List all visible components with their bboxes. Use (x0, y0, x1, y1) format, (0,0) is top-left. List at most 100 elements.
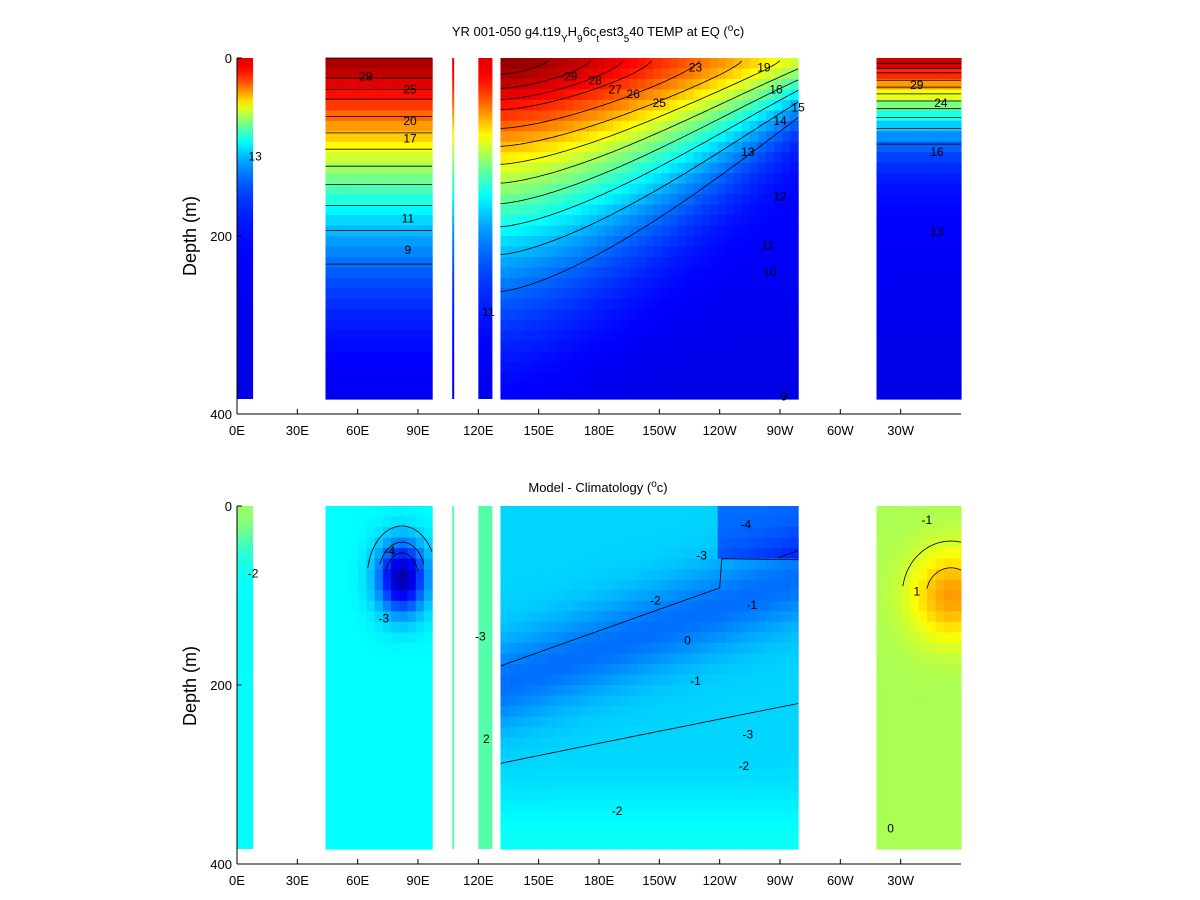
data-cell (580, 372, 590, 384)
data-cell (374, 842, 384, 850)
data-cell (935, 737, 945, 749)
data-cell (790, 225, 799, 237)
data-cell (374, 78, 384, 90)
data-cell (677, 68, 686, 80)
data-cell (605, 162, 614, 174)
data-cell (893, 256, 903, 268)
data-cell (407, 632, 417, 644)
data-cell (935, 632, 945, 644)
data-cell (333, 110, 343, 122)
data-cell (358, 558, 368, 570)
data-cell (757, 779, 767, 791)
data-cell (677, 821, 686, 833)
data-cell (540, 173, 550, 185)
data-cell (749, 246, 759, 258)
data-cell (661, 790, 670, 802)
data-cell (653, 653, 662, 665)
data-cell (325, 330, 335, 342)
data-cell (613, 716, 622, 728)
data-cell (910, 277, 920, 289)
data-cell (415, 277, 425, 289)
data-cell (774, 674, 783, 686)
data-cell (358, 727, 368, 739)
data-cell (717, 548, 727, 560)
data-cell (358, 236, 368, 248)
data-cell (685, 298, 695, 310)
data-cell (725, 141, 735, 153)
data-cell (366, 309, 376, 321)
data-cell (415, 162, 425, 174)
data-cell (782, 152, 791, 164)
data-cell (382, 236, 392, 248)
data-cell (524, 131, 534, 143)
data-cell (588, 194, 598, 206)
data-cell (548, 110, 558, 122)
data-cell (944, 141, 954, 153)
data-cell (709, 204, 719, 216)
data-cell (910, 653, 920, 665)
data-cell (701, 131, 711, 143)
data-cell (935, 267, 945, 279)
data-cell (927, 600, 937, 612)
data-cell (645, 58, 654, 70)
data-cell (910, 120, 920, 132)
data-cell (685, 204, 695, 216)
data-cell (782, 674, 791, 686)
data-cell (709, 569, 719, 581)
data-cell (540, 340, 550, 352)
data-cell (637, 361, 646, 373)
data-cell (701, 590, 711, 602)
data-cell (653, 695, 662, 707)
data-cell (661, 246, 670, 258)
data-cell (741, 737, 751, 749)
data-cell (399, 99, 409, 111)
data-cell (910, 800, 920, 812)
data-cell (893, 78, 903, 90)
data-cell (341, 842, 351, 850)
data-cell (366, 758, 376, 770)
data-cell (366, 748, 376, 760)
data-cell (927, 790, 937, 802)
data-cell (774, 372, 783, 384)
data-cell (935, 611, 945, 623)
data-cell (677, 319, 686, 331)
data-cell (629, 194, 638, 206)
data-cell (629, 351, 638, 363)
data-cell (733, 162, 743, 174)
data-cell (952, 790, 962, 802)
data-cell (677, 674, 686, 686)
data-cell (556, 225, 566, 237)
data-cell (944, 330, 954, 342)
data-cell (885, 821, 894, 833)
data-cell (613, 737, 622, 749)
data-cell (918, 382, 928, 394)
data-cell (901, 256, 911, 268)
data-cell (325, 319, 335, 331)
data-cell (391, 382, 400, 394)
data-cell (572, 590, 582, 602)
data-cell (524, 340, 534, 352)
data-cell (774, 716, 783, 728)
data-cell (325, 78, 335, 90)
data-cell (382, 131, 392, 143)
data-cell (325, 89, 335, 101)
data-cell (556, 600, 566, 612)
data-cell (637, 516, 646, 528)
data-cell (374, 225, 384, 237)
data-cell (717, 800, 727, 812)
data-cell (621, 558, 630, 570)
data-cell (893, 737, 903, 749)
data-cell (782, 89, 791, 101)
data-cell (605, 382, 614, 394)
data-cell (407, 194, 417, 206)
data-cell (374, 685, 384, 697)
data-cell (358, 832, 368, 844)
data-cell (901, 653, 911, 665)
data-cell (927, 131, 937, 143)
data-cell (366, 204, 376, 216)
data-cell (757, 706, 767, 718)
data-cell (399, 527, 409, 539)
data-cell (637, 204, 646, 216)
data-cell (588, 611, 598, 623)
data-cell (757, 215, 767, 227)
